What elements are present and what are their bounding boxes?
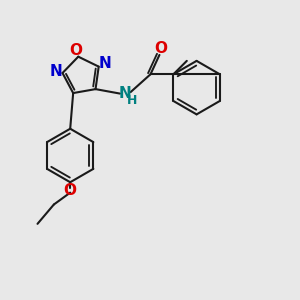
Text: N: N: [119, 86, 132, 101]
Text: O: O: [69, 43, 82, 58]
Text: N: N: [50, 64, 62, 79]
Text: O: O: [154, 41, 167, 56]
Text: H: H: [127, 94, 137, 106]
Text: O: O: [64, 183, 77, 198]
Text: N: N: [99, 56, 112, 71]
